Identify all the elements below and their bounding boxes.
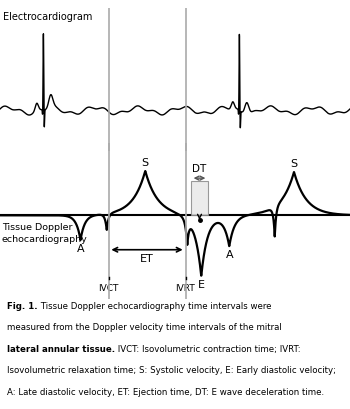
Text: Tissue Doppler echocardiography time intervals were: Tissue Doppler echocardiography time int… [38, 302, 271, 311]
Text: Isovolumetric relaxation time; S: Systolic velocity, E: Early diastolic velocity: Isovolumetric relaxation time; S: Systol… [7, 366, 336, 375]
Text: A: A [77, 244, 84, 254]
Text: IVRT: IVRT [176, 284, 195, 293]
Text: Electrocardiogram: Electrocardiogram [4, 13, 93, 22]
Text: A: Late diastolic velocity, ET: Ejection time, DT: E wave deceleration time.: A: Late diastolic velocity, ET: Ejection… [7, 388, 324, 397]
Bar [191, 181, 208, 215]
Text: DT: DT [193, 164, 206, 174]
Text: E: E [198, 280, 205, 290]
Text: IVCT: IVCT [98, 284, 119, 293]
Text: IVCT: Isovolumetric contraction time; IVRT:: IVCT: Isovolumetric contraction time; IV… [115, 345, 301, 354]
Text: S: S [142, 157, 149, 168]
Text: ET: ET [140, 254, 154, 264]
Text: Tissue Doppler
echocardiography: Tissue Doppler echocardiography [2, 223, 88, 244]
Text: measured from the Doppler velocity time intervals of the mitral: measured from the Doppler velocity time … [7, 324, 282, 333]
Text: Fig. 1.: Fig. 1. [7, 302, 38, 311]
Text: A: A [225, 250, 233, 260]
Text: lateral annular tissue.: lateral annular tissue. [7, 345, 115, 354]
Text: S: S [290, 159, 298, 169]
